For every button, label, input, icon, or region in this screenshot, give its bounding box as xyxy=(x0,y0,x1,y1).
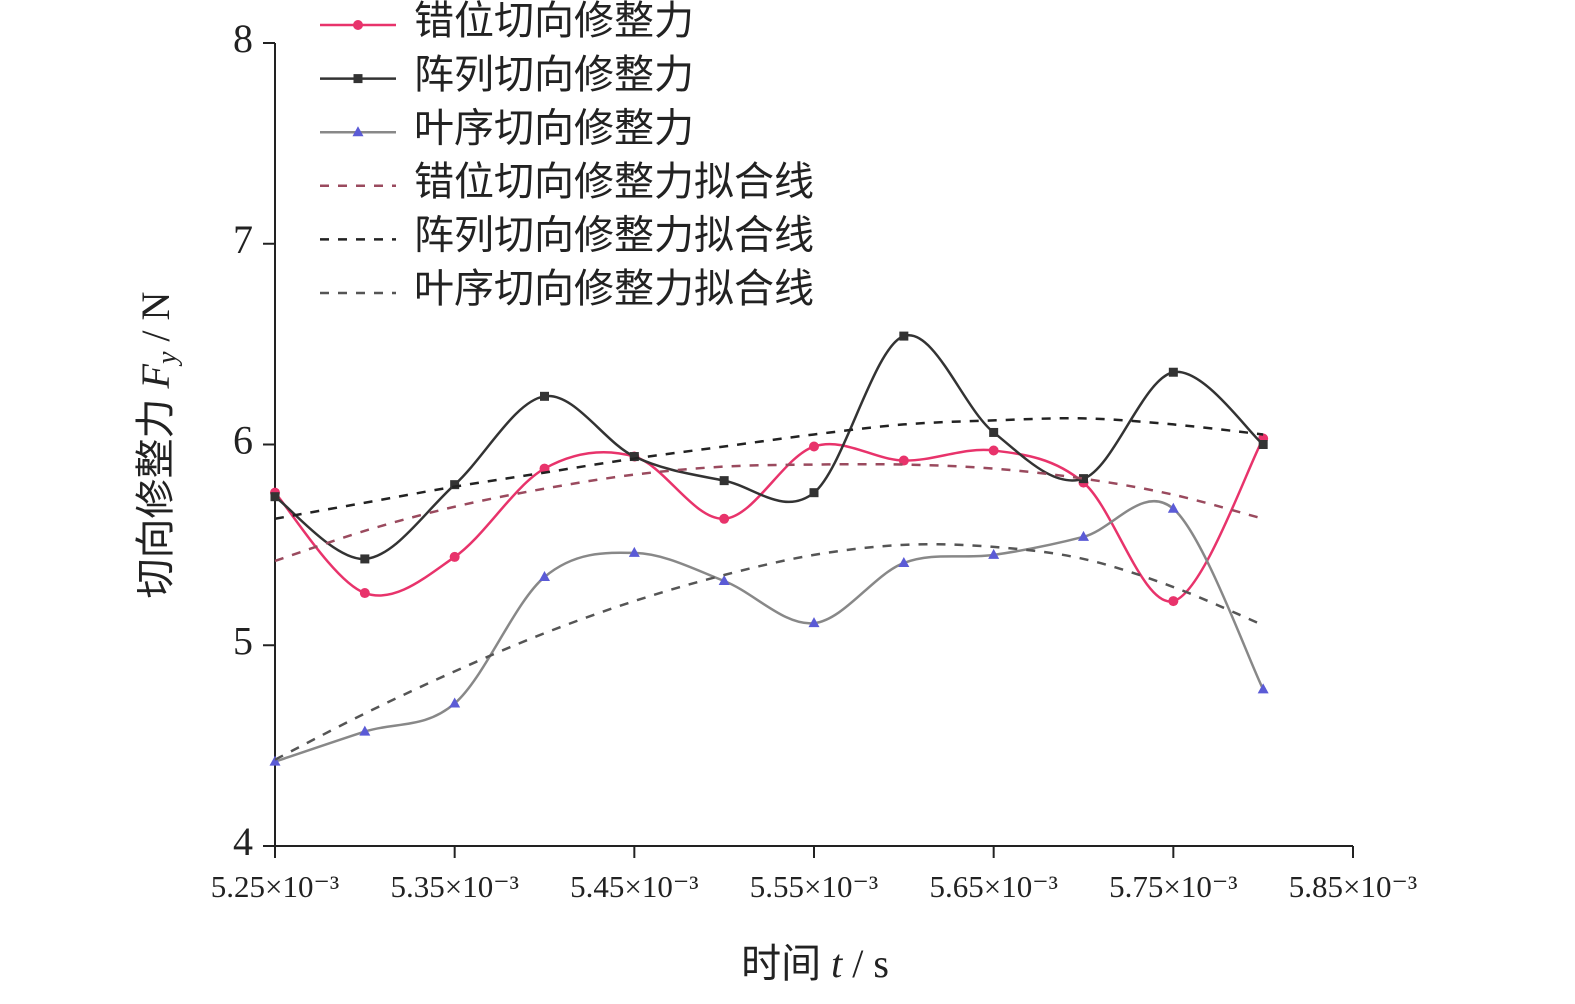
marker xyxy=(270,492,280,502)
marker xyxy=(898,556,910,567)
marker xyxy=(269,755,281,766)
marker xyxy=(1078,530,1089,541)
legend-label: 错位切向修整力拟合线 xyxy=(414,159,814,204)
legend-label: 叶序切向修整力 xyxy=(414,105,694,150)
marker xyxy=(449,551,460,562)
fit-line xyxy=(274,543,1264,761)
legend-marker xyxy=(353,74,363,84)
x-axis-label-part: / s xyxy=(842,941,889,986)
marker xyxy=(449,697,461,708)
marker xyxy=(989,427,999,437)
x-tick-label: 5.45×10⁻³ xyxy=(570,869,698,904)
y-tick-label: 8 xyxy=(233,16,253,61)
marker xyxy=(808,617,820,628)
marker xyxy=(809,441,819,452)
marker xyxy=(988,548,1000,559)
y-axis-label: 切向修整力 Fy / N xyxy=(133,292,183,599)
fit-line xyxy=(274,462,1264,563)
marker xyxy=(719,476,729,486)
marker xyxy=(898,455,909,466)
marker xyxy=(450,480,460,490)
x-tick-label: 5.25×10⁻³ xyxy=(211,869,339,904)
marker xyxy=(809,488,819,498)
y-tick-label: 7 xyxy=(233,217,253,262)
x-tick-label: 5.75×10⁻³ xyxy=(1109,869,1237,904)
series-line xyxy=(274,500,1265,763)
x-tick-label: 5.65×10⁻³ xyxy=(929,869,1057,904)
y-axis-label-part: y xyxy=(152,351,183,367)
x-axis-label: 时间 t / s xyxy=(741,941,889,986)
series-line xyxy=(274,334,1264,561)
marker xyxy=(899,331,909,341)
y-axis-label-part: F xyxy=(133,363,178,389)
series-line xyxy=(274,437,1265,603)
y-tick-label: 4 xyxy=(233,819,253,864)
marker xyxy=(360,554,370,564)
marker xyxy=(719,513,730,524)
legend-marker xyxy=(353,20,363,30)
x-tick-label: 5.85×10⁻³ xyxy=(1289,869,1417,904)
marker xyxy=(359,588,370,599)
legend-label: 错位切向修整力 xyxy=(414,0,694,43)
y-axis-label-part: / N xyxy=(133,292,178,352)
legend-label: 叶序切向修整力拟合线 xyxy=(414,266,814,311)
marker xyxy=(1167,502,1179,513)
marker xyxy=(1079,474,1088,484)
x-axis-label-part: 时间 xyxy=(741,941,831,986)
legend-label: 阵列切向修整力拟合线 xyxy=(414,213,814,258)
marker xyxy=(1168,596,1179,607)
marker xyxy=(988,445,999,456)
y-tick-label: 5 xyxy=(233,618,253,663)
marker xyxy=(539,570,550,581)
marker xyxy=(1258,440,1268,449)
fit-line xyxy=(274,417,1264,521)
marker xyxy=(718,575,730,586)
marker xyxy=(628,546,640,557)
marker xyxy=(1168,367,1178,377)
marker xyxy=(359,725,371,736)
marker xyxy=(1257,683,1269,694)
marker xyxy=(629,452,639,462)
legend-marker xyxy=(352,126,364,137)
x-axis-label-part: t xyxy=(831,941,843,986)
y-axis-label-part: 切向修整力 xyxy=(133,388,178,598)
y-tick-label: 6 xyxy=(233,418,253,463)
legend-label: 阵列切向修整力 xyxy=(414,52,694,97)
x-tick-label: 5.35×10⁻³ xyxy=(390,869,518,904)
marker xyxy=(540,391,549,401)
x-tick-label: 5.55×10⁻³ xyxy=(750,869,878,904)
